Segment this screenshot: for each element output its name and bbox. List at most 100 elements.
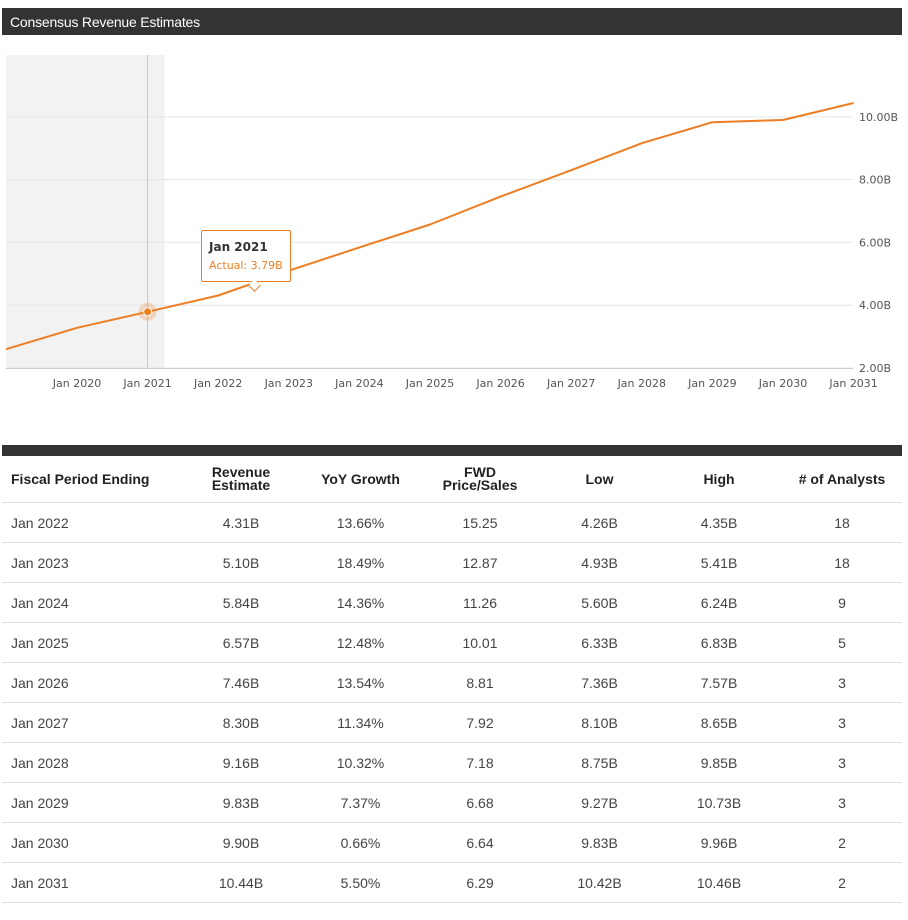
cell-analysts: 5: [782, 622, 902, 663]
cell-low: 8.75B: [543, 742, 656, 783]
col-header-growth: YoY Growth: [304, 456, 417, 503]
cell-estimate: 6.57B: [178, 622, 304, 663]
cell-period: Jan 2024: [2, 582, 178, 623]
cell-high: 8.65B: [656, 702, 782, 743]
cell-analysts: 18: [782, 502, 902, 543]
table-row: Jan 2025 6.57B 12.48% 10.01 6.33B 6.83B 5: [2, 622, 902, 663]
cell-low: 4.26B: [543, 502, 656, 543]
cell-period: Jan 2022: [2, 502, 178, 543]
cell-period: Jan 2031: [2, 862, 178, 903]
x-tick-label: Jan 2023: [264, 377, 313, 390]
cell-estimate: 7.46B: [178, 662, 304, 703]
cell-growth: 0.66%: [304, 822, 417, 863]
tooltip-value: Actual: 3.79B: [209, 259, 283, 272]
cell-fwd: 12.87: [417, 542, 543, 583]
cell-fwd: 15.25: [417, 502, 543, 543]
cell-estimate: 9.83B: [178, 782, 304, 823]
cell-estimate: 4.31B: [178, 502, 304, 543]
col-header-estimate: Revenue Estimate: [178, 456, 304, 503]
cell-low: 6.33B: [543, 622, 656, 663]
cell-low: 10.42B: [543, 862, 656, 903]
cell-low: 4.93B: [543, 542, 656, 583]
cell-fwd: 7.92: [417, 702, 543, 743]
y-tick-label: 2.00B: [859, 362, 891, 375]
table-header-bar: [2, 445, 902, 456]
y-tick-label: 6.00B: [859, 236, 891, 249]
col-header-low: Low: [543, 456, 656, 503]
cell-analysts: 2: [782, 822, 902, 863]
cell-high: 6.83B: [656, 622, 782, 663]
tooltip-date: Jan 2021: [209, 240, 268, 254]
cell-estimate: 10.44B: [178, 862, 304, 903]
cell-estimate: 5.84B: [178, 582, 304, 623]
cell-period: Jan 2028: [2, 742, 178, 783]
chart-tooltip: Jan 2021 Actual: 3.79B: [201, 230, 291, 292]
x-tick-label: Jan 2025: [405, 377, 454, 390]
cell-growth: 7.37%: [304, 782, 417, 823]
cell-high: 6.24B: [656, 582, 782, 623]
cell-period: Jan 2027: [2, 702, 178, 743]
x-tick-label: Jan 2021: [122, 377, 171, 390]
cell-analysts: 9: [782, 582, 902, 623]
x-tick-label: Jan 2027: [546, 377, 595, 390]
cell-estimate: 8.30B: [178, 702, 304, 743]
table-row: Jan 2030 9.90B 0.66% 6.64 9.83B 9.96B 2: [2, 822, 902, 863]
cell-growth: 12.48%: [304, 622, 417, 663]
cell-fwd: 6.29: [417, 862, 543, 903]
cell-growth: 18.49%: [304, 542, 417, 583]
cell-fwd: 8.81: [417, 662, 543, 703]
x-tick-label: Jan 2024: [334, 377, 383, 390]
cell-fwd: 7.18: [417, 742, 543, 783]
cell-growth: 11.34%: [304, 702, 417, 743]
cell-estimate: 5.10B: [178, 542, 304, 583]
x-tick-label: Jan 2026: [475, 377, 524, 390]
cell-high: 9.85B: [656, 742, 782, 783]
table-row: Jan 2026 7.46B 13.54% 8.81 7.36B 7.57B 3: [2, 662, 902, 703]
cell-period: Jan 2025: [2, 622, 178, 663]
cell-high: 9.96B: [656, 822, 782, 863]
cell-period: Jan 2023: [2, 542, 178, 583]
cell-growth: 13.66%: [304, 502, 417, 543]
cell-low: 9.27B: [543, 782, 656, 823]
cell-low: 9.83B: [543, 822, 656, 863]
col-header-estimate-line2: Estimate: [211, 477, 271, 493]
cell-period: Jan 2026: [2, 662, 178, 703]
section-header: Consensus Revenue Estimates: [2, 8, 902, 35]
cell-high: 10.46B: [656, 862, 782, 903]
cell-analysts: 3: [782, 702, 902, 743]
x-tick-label: Jan 2022: [193, 377, 242, 390]
table-row: Jan 2028 9.16B 10.32% 7.18 8.75B 9.85B 3: [2, 742, 902, 783]
table-header-row: Fiscal Period Ending Revenue Estimate Yo…: [2, 456, 902, 503]
cell-analysts: 3: [782, 782, 902, 823]
y-tick-label: 10.00B: [859, 111, 898, 124]
x-tick-label: Jan 2020: [52, 377, 101, 390]
table-row: Jan 2027 8.30B 11.34% 7.92 8.10B 8.65B 3: [2, 702, 902, 743]
cell-growth: 13.54%: [304, 662, 417, 703]
col-header-high: High: [656, 456, 782, 503]
cell-growth: 14.36%: [304, 582, 417, 623]
revenue-line-chart: Jan 2020 Jan 2021 Jan 2022 Jan 2023 Jan 2024…: [5, 55, 898, 390]
cell-high: 10.73B: [656, 782, 782, 823]
cell-period: Jan 2029: [2, 782, 178, 823]
actual-period-shade: [6, 55, 165, 368]
x-tick-label: Jan 2029: [687, 377, 736, 390]
cell-high: 7.57B: [656, 662, 782, 703]
col-header-estimate-line1: Revenue: [211, 464, 271, 480]
cell-period: Jan 2030: [2, 822, 178, 863]
cell-fwd: 6.68: [417, 782, 543, 823]
y-tick-label: 8.00B: [859, 174, 891, 187]
x-tick-label: Jan 2031: [828, 377, 877, 390]
x-tick-label: Jan 2028: [617, 377, 666, 390]
cell-growth: 10.32%: [304, 742, 417, 783]
cell-low: 8.10B: [543, 702, 656, 743]
cell-low: 7.36B: [543, 662, 656, 703]
cell-high: 5.41B: [656, 542, 782, 583]
hover-marker-point: [143, 307, 153, 317]
cell-fwd: 6.64: [417, 822, 543, 863]
cell-analysts: 3: [782, 742, 902, 783]
col-header-analysts: # of Analysts: [782, 456, 902, 503]
cell-analysts: 3: [782, 662, 902, 703]
estimates-table: Fiscal Period Ending Revenue Estimate Yo…: [2, 456, 902, 903]
cell-estimate: 9.90B: [178, 822, 304, 863]
table-row: Jan 2022 4.31B 13.66% 15.25 4.26B 4.35B 18: [2, 502, 902, 543]
